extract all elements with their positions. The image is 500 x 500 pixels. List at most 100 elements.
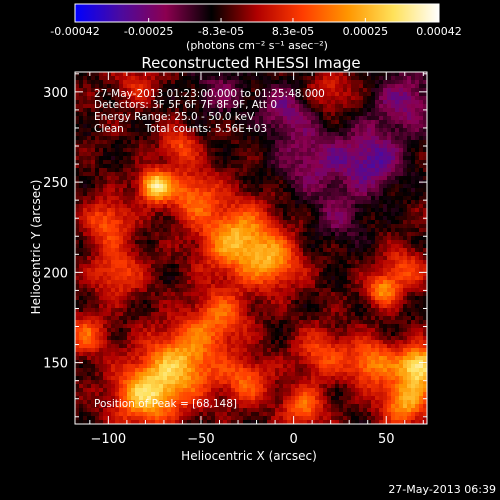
heatmap-cell	[79, 104, 84, 109]
heatmap-cell	[375, 108, 380, 113]
heatmap-cell	[91, 72, 96, 77]
heatmap-cell	[127, 100, 132, 105]
heatmap-cell	[339, 188, 344, 193]
heatmap-cell	[327, 248, 332, 253]
heatmap-cell	[75, 88, 80, 93]
heatmap-cell	[371, 276, 376, 281]
heatmap-cell	[191, 232, 196, 237]
heatmap-cell	[359, 132, 364, 137]
heatmap-cell	[395, 280, 400, 285]
heatmap-cell	[375, 128, 380, 133]
heatmap-cell	[235, 88, 240, 93]
heatmap-cell	[99, 220, 104, 225]
heatmap-cell	[355, 216, 360, 221]
heatmap-cell	[307, 180, 312, 185]
heatmap-cell	[207, 136, 212, 141]
heatmap-cell	[191, 284, 196, 289]
heatmap-cell	[155, 276, 160, 281]
heatmap-cell	[351, 132, 356, 137]
heatmap-cell	[163, 104, 168, 109]
heatmap-cell	[415, 104, 420, 109]
heatmap-cell	[87, 228, 92, 233]
heatmap-cell	[95, 204, 100, 209]
heatmap-cell	[195, 140, 200, 145]
heatmap-cell	[207, 208, 212, 213]
heatmap-cell	[267, 160, 272, 165]
heatmap-cell	[119, 96, 124, 101]
heatmap-cell	[279, 288, 284, 293]
heatmap-cell	[379, 136, 384, 141]
heatmap-cell	[79, 160, 84, 165]
heatmap-cell	[327, 260, 332, 265]
heatmap-cell	[239, 188, 244, 193]
heatmap-cell	[215, 252, 220, 257]
heatmap-cell	[295, 272, 300, 277]
heatmap-cell	[203, 220, 208, 225]
heatmap-cell	[95, 108, 100, 113]
heatmap-cell	[231, 84, 236, 89]
heatmap-cell	[155, 168, 160, 173]
heatmap-cell	[83, 212, 88, 217]
heatmap-cell	[335, 72, 340, 77]
heatmap-cell	[123, 124, 128, 129]
heatmap-cell	[291, 108, 296, 113]
heatmap-cell	[399, 256, 404, 261]
heatmap-cell	[299, 96, 304, 101]
heatmap-cell	[239, 104, 244, 109]
heatmap-cell	[247, 212, 252, 217]
heatmap-cell	[411, 220, 416, 225]
heatmap-cell	[103, 284, 108, 289]
heatmap-cell	[319, 184, 324, 189]
heatmap-cell	[107, 292, 112, 297]
heatmap-cell	[251, 152, 256, 157]
heatmap-cell	[135, 276, 140, 281]
heatmap-cell	[419, 120, 424, 125]
heatmap-cell	[411, 204, 416, 209]
heatmap-cell	[115, 208, 120, 213]
heatmap-cell	[151, 216, 156, 221]
heatmap-cell	[235, 284, 240, 289]
heatmap-cell	[227, 164, 232, 169]
heatmap-cell	[191, 224, 196, 229]
heatmap-cell	[187, 132, 192, 137]
heatmap-cell	[95, 216, 100, 221]
heatmap-cell	[151, 192, 156, 197]
heatmap-cell	[135, 96, 140, 101]
heatmap-cell	[223, 292, 228, 297]
heatmap-cell	[351, 104, 356, 109]
heatmap-cell	[311, 208, 316, 213]
heatmap-cell	[343, 288, 348, 293]
heatmap-cell	[235, 264, 240, 269]
heatmap-cell	[259, 76, 264, 81]
heatmap-cell	[135, 108, 140, 113]
heatmap-cell	[347, 124, 352, 129]
heatmap-cell	[419, 168, 424, 173]
heatmap-cell	[131, 264, 136, 269]
heatmap-cell	[199, 252, 204, 257]
heatmap-cell	[103, 212, 108, 217]
heatmap-cell	[111, 240, 116, 245]
heatmap-cell	[407, 228, 412, 233]
heatmap-cell	[83, 264, 88, 269]
heatmap-cell	[291, 276, 296, 281]
heatmap-cell	[235, 148, 240, 153]
heatmap-cell	[143, 292, 148, 297]
heatmap-cell	[423, 212, 427, 217]
heatmap-cell	[363, 236, 368, 241]
heatmap-cell	[163, 188, 168, 193]
heatmap-cell	[139, 276, 144, 281]
heatmap-cell	[403, 80, 408, 85]
heatmap-cell	[195, 120, 200, 125]
heatmap-cell	[311, 220, 316, 225]
heatmap-cell	[175, 104, 180, 109]
heatmap-cell	[347, 140, 352, 145]
heatmap-cell	[419, 136, 424, 141]
heatmap-cell	[383, 220, 388, 225]
heatmap-cell	[295, 176, 300, 181]
heatmap-cell	[331, 224, 336, 229]
heatmap-cell	[95, 232, 100, 237]
heatmap-cell	[343, 132, 348, 137]
heatmap-cell	[179, 72, 184, 77]
heatmap-cell	[199, 200, 204, 205]
heatmap-cell	[195, 264, 200, 269]
